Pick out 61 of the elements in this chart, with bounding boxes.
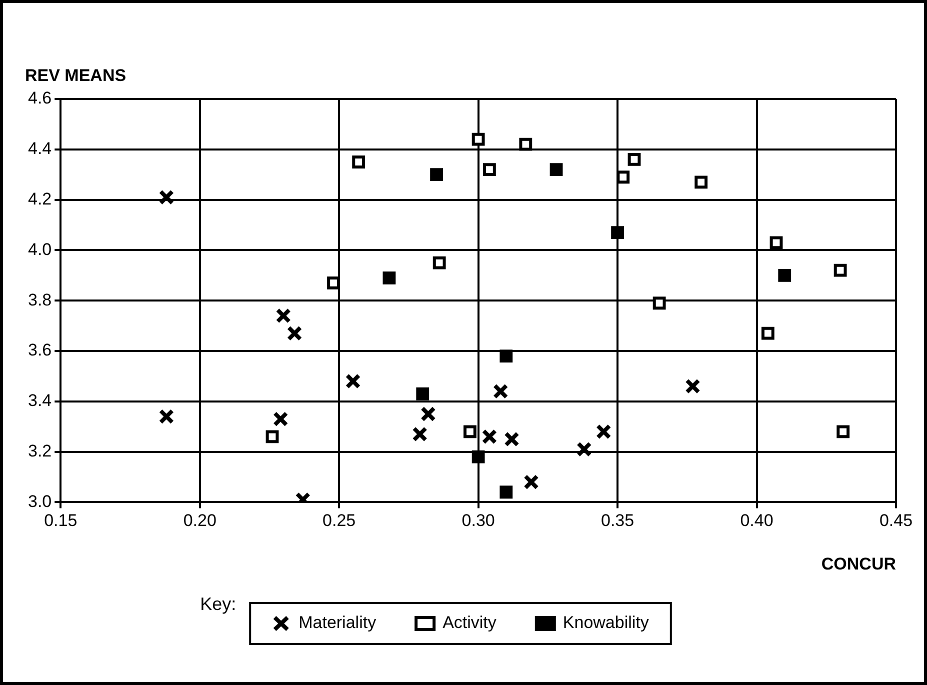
x-axis-title: CONCUR bbox=[821, 554, 896, 574]
x-tick-label: 0.40 bbox=[740, 511, 774, 530]
point bbox=[483, 163, 496, 176]
point bbox=[770, 236, 783, 250]
y-tick-label: 4.2 bbox=[28, 189, 52, 208]
point bbox=[504, 432, 520, 447]
point bbox=[685, 378, 700, 394]
y-tick-label: 4.0 bbox=[28, 240, 52, 259]
x-tick-label: 0.45 bbox=[879, 511, 913, 530]
legend-label: Knowability bbox=[562, 613, 650, 632]
point bbox=[500, 486, 513, 499]
point bbox=[492, 384, 508, 399]
point bbox=[286, 326, 302, 342]
x-tick-label: 0.25 bbox=[322, 511, 356, 530]
point bbox=[472, 132, 485, 146]
point bbox=[576, 442, 592, 457]
point bbox=[836, 425, 850, 438]
point bbox=[382, 271, 396, 284]
point bbox=[158, 190, 174, 205]
point bbox=[524, 474, 539, 490]
y-tick-label: 4.6 bbox=[28, 88, 52, 108]
point bbox=[464, 425, 476, 438]
x-tick-label: 0.35 bbox=[600, 511, 634, 530]
point bbox=[616, 170, 630, 184]
y-tick-label: 3.6 bbox=[28, 340, 52, 360]
point bbox=[596, 424, 612, 440]
point bbox=[694, 176, 708, 189]
y-tick-label: 3.4 bbox=[28, 391, 52, 410]
point bbox=[628, 153, 641, 166]
y-tick-label: 3.0 bbox=[28, 492, 52, 511]
point bbox=[482, 429, 498, 444]
point bbox=[430, 168, 443, 182]
point bbox=[761, 326, 774, 340]
point bbox=[519, 138, 532, 151]
point bbox=[834, 264, 847, 277]
legend-label: Activity bbox=[442, 613, 497, 632]
legend-label: Materiality bbox=[298, 613, 377, 632]
point bbox=[500, 350, 513, 362]
point bbox=[416, 387, 430, 400]
point bbox=[412, 426, 428, 442]
y-tick-label: 4.4 bbox=[28, 139, 52, 158]
point bbox=[266, 430, 279, 444]
y-tick-label: 3.8 bbox=[28, 290, 52, 310]
y-axis-title: REV MEANS bbox=[25, 66, 126, 86]
y-tick-label: 3.2 bbox=[28, 441, 52, 460]
point bbox=[345, 374, 361, 389]
x-tick-label: 0.20 bbox=[183, 511, 216, 530]
point bbox=[652, 296, 666, 310]
x-tick-label: 0.15 bbox=[44, 511, 78, 530]
point bbox=[420, 406, 436, 422]
point bbox=[276, 308, 292, 324]
x-tick-label: 0.30 bbox=[462, 511, 495, 530]
point bbox=[550, 163, 563, 176]
legend-title: Key: bbox=[200, 594, 236, 614]
point bbox=[352, 156, 366, 168]
point bbox=[472, 450, 485, 464]
point bbox=[611, 226, 624, 240]
point bbox=[158, 408, 174, 424]
point bbox=[778, 268, 792, 282]
point bbox=[432, 256, 446, 270]
point bbox=[272, 411, 288, 427]
